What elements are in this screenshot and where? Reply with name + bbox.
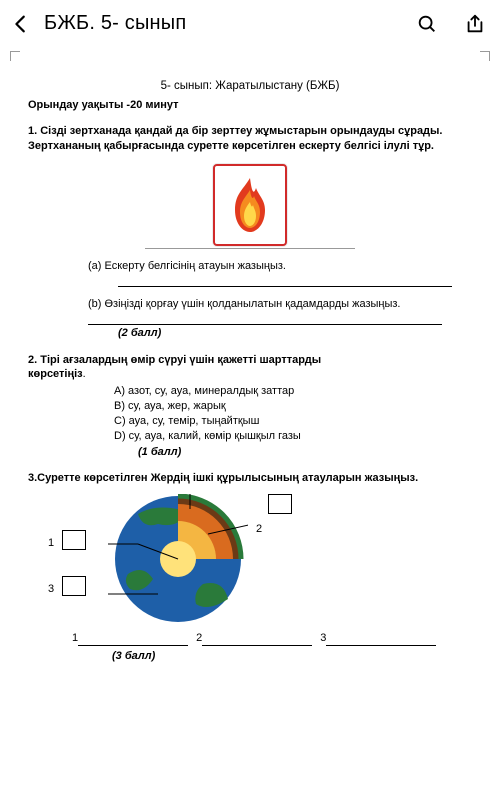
q2-optD: D) су, ауа, калий, көмір қышқыл газы	[114, 429, 472, 444]
earth-box-2	[268, 494, 292, 514]
earth-label-2: 2	[256, 522, 262, 537]
time-limit: Орындау уақыты -20 минут	[28, 98, 472, 113]
ans3-label: 3	[320, 631, 326, 646]
answer-row: 1 2 3	[72, 631, 462, 646]
q3-score: (3 балл)	[112, 649, 155, 664]
q2-optB: B) су, ауа, жер, жарық	[114, 399, 472, 414]
crop-mark	[480, 51, 490, 61]
q2-score: (1 балл)	[28, 445, 472, 460]
earth-box-1	[62, 530, 86, 550]
search-icon[interactable]	[416, 13, 438, 35]
q3-head: 3.Суретте көрсетілген Жердің ішкі құрылы…	[28, 471, 472, 486]
q2-optC: C) ауа, су, темір, тыңайтқыш	[114, 414, 472, 429]
earth-diagram: 1 2 3 1 2 3 (3 балл)	[28, 494, 472, 664]
q1-score: (2 балл)	[28, 326, 472, 341]
q1a: (a) Ескерту белгісінің атауын жазыңыз.	[28, 259, 472, 274]
ans1-label: 1	[72, 631, 78, 646]
q1-line2: Зертхананың қабырғасында суретте көрсеті…	[28, 139, 472, 154]
divider	[145, 248, 355, 249]
q1-line1: 1. Сізді зертханада қандай да бір зертте…	[28, 124, 472, 139]
page-title: БЖБ. 5- сынып	[44, 12, 404, 35]
earth-label-1: 1	[48, 536, 54, 551]
doc-title: 5- сынып: Жаратылыстану (БЖБ)	[28, 79, 472, 95]
warning-sign-image	[213, 164, 287, 246]
q2-head-2: көрсетіңіз	[28, 368, 83, 380]
q2-optA: A) азот, су, ауа, минералдық заттар	[114, 384, 472, 399]
q2-head-1: 2. Тірі ағзалардың өмір сүруі үшін қажет…	[28, 353, 472, 368]
crop-mark	[10, 51, 20, 61]
ans2-label: 2	[196, 631, 202, 646]
answer-blank	[118, 276, 452, 287]
earth-box-3	[62, 576, 86, 596]
earth-label-3: 3	[48, 582, 54, 597]
answer-blank	[88, 314, 442, 325]
back-icon[interactable]	[10, 13, 32, 35]
q1b: (b) Өзіңізді қорғау үшін қолданылатын қа…	[28, 297, 472, 312]
share-icon[interactable]	[464, 13, 486, 35]
